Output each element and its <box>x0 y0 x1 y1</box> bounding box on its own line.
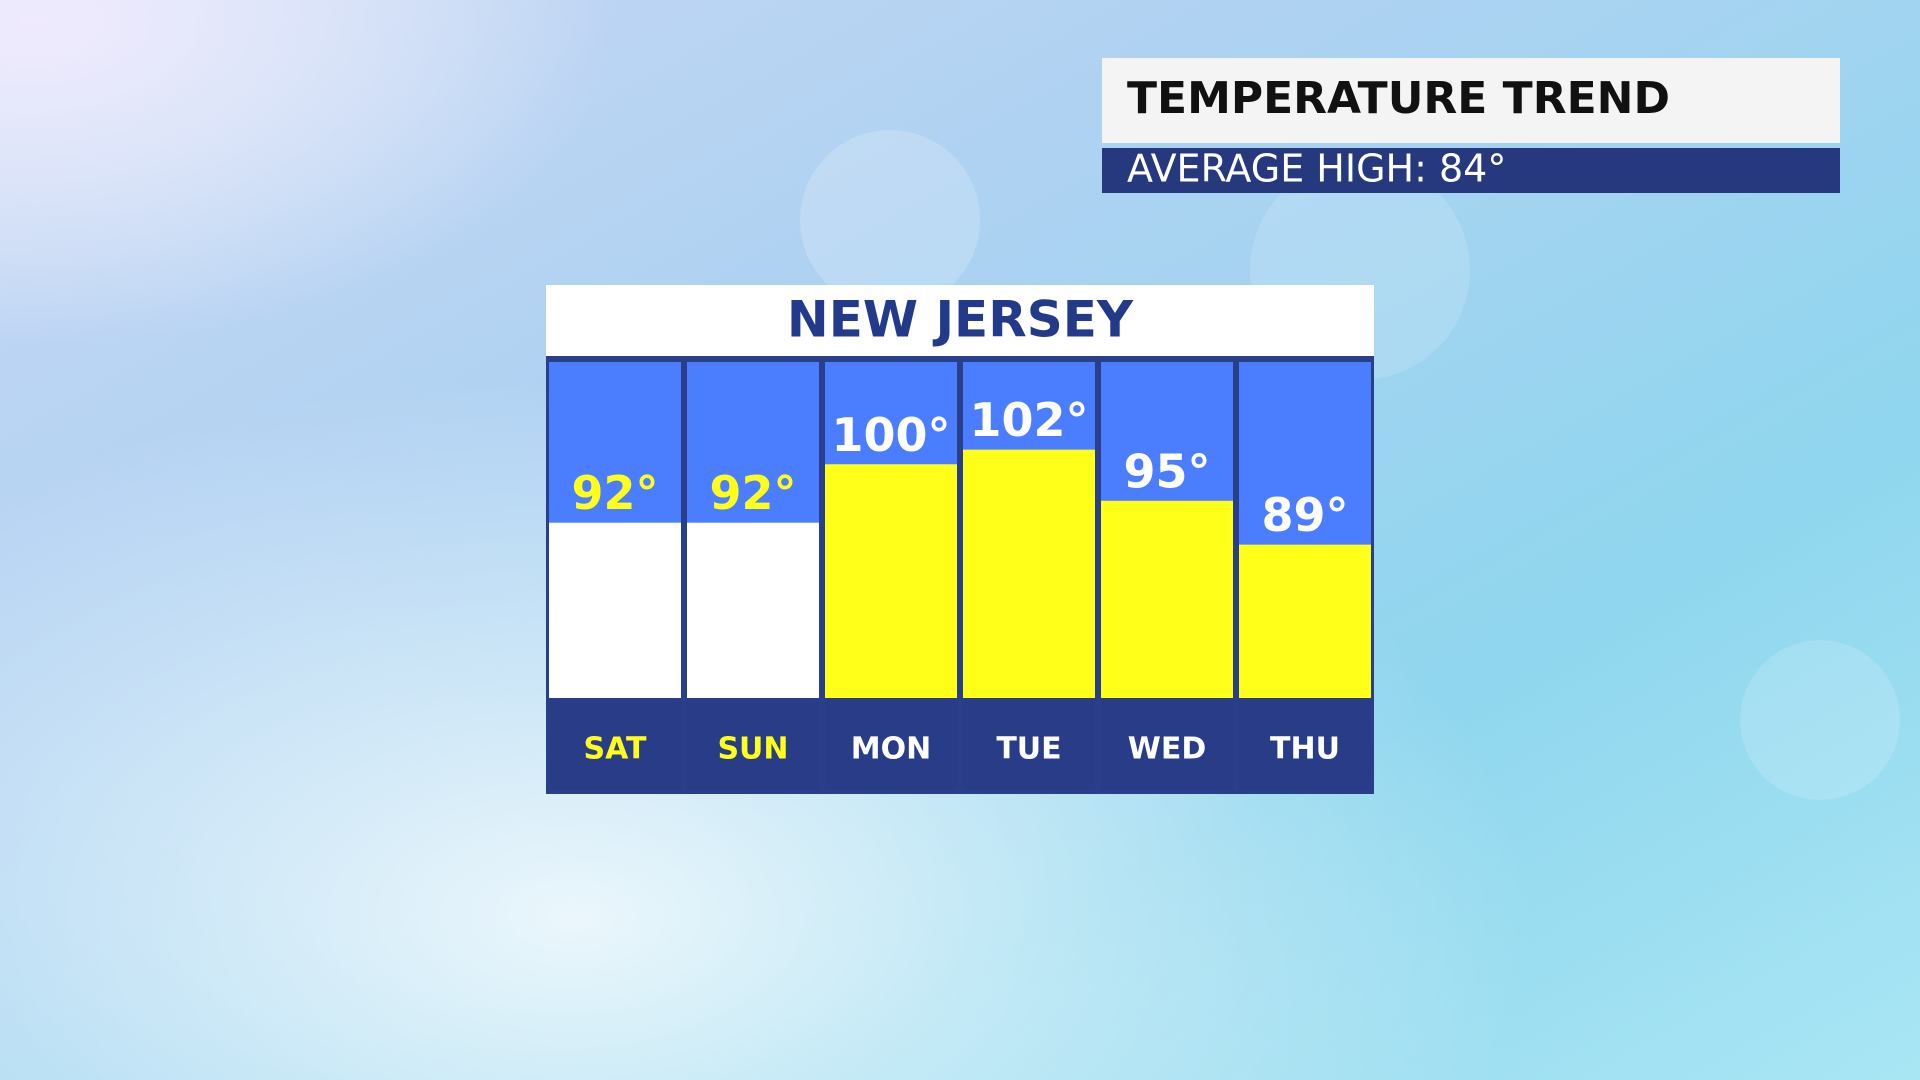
day-box <box>1101 698 1233 790</box>
x-tick-label: THU <box>1270 732 1340 767</box>
day-box <box>687 698 819 790</box>
bar <box>687 522 819 698</box>
value-label: 102° <box>969 393 1088 447</box>
subheader-box <box>1102 148 1840 193</box>
header-box <box>1102 58 1840 143</box>
value-label: 92° <box>709 466 796 520</box>
header-title: TEMPERATURE TREND <box>1127 73 1670 124</box>
chart-title: NEW JERSEY <box>787 291 1134 349</box>
subheader-text: AVERAGE HIGH: 84° <box>1127 147 1506 191</box>
day-box <box>825 698 957 790</box>
x-tick-label: TUE <box>996 732 1061 767</box>
value-label: 89° <box>1261 488 1348 542</box>
bokeh <box>1740 640 1900 800</box>
bokeh <box>800 130 980 310</box>
value-label: 95° <box>1123 444 1210 498</box>
bar <box>549 522 681 698</box>
bar <box>963 449 1095 698</box>
day-box <box>549 698 681 790</box>
x-tick-label: SAT <box>584 732 647 767</box>
day-box <box>963 698 1095 790</box>
chart-panel <box>546 356 1374 794</box>
bar <box>825 464 957 698</box>
bar <box>1239 544 1371 698</box>
value-label: 92° <box>571 466 658 520</box>
x-tick-label: SUN <box>717 732 788 767</box>
day-box <box>1239 698 1371 790</box>
value-label: 100° <box>831 408 950 462</box>
x-tick-label: MON <box>851 732 931 767</box>
bar <box>1101 500 1233 698</box>
chart-title-box <box>546 285 1374 358</box>
x-tick-label: WED <box>1128 732 1207 767</box>
